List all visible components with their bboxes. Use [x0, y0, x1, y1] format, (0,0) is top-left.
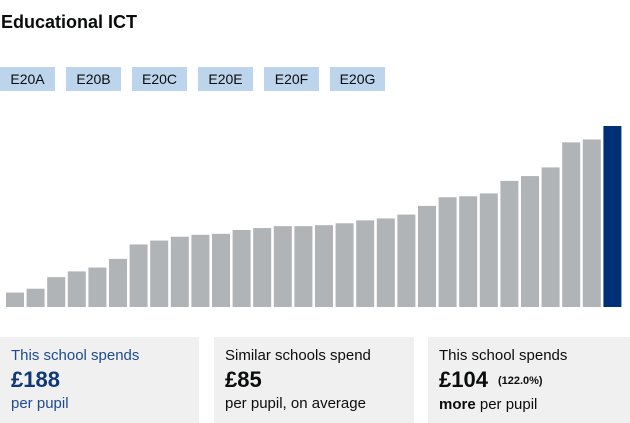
bar — [459, 196, 478, 307]
bar — [253, 228, 272, 307]
card-caption: per pupil, on average — [225, 395, 366, 412]
bar — [232, 229, 251, 307]
bar — [376, 218, 395, 307]
card-label: Similar schools spend — [225, 347, 371, 364]
bar — [582, 139, 601, 307]
bar — [150, 240, 169, 307]
tag-e20e[interactable]: E20E — [198, 67, 253, 91]
spend-bar-chart — [6, 126, 622, 307]
bar-this-school — [603, 126, 622, 307]
card-value-row: £104 (122.0%) — [439, 366, 619, 395]
tag-e20b[interactable]: E20B — [66, 67, 121, 91]
bar — [541, 167, 560, 307]
bar — [88, 267, 107, 307]
bar — [521, 176, 539, 307]
card-label: This school spends — [439, 347, 568, 364]
card-caption-bold: more — [439, 396, 476, 414]
bar — [418, 205, 436, 307]
bar — [294, 226, 313, 307]
card-value: £104 — [439, 367, 488, 392]
tag-e20g[interactable]: E20G — [330, 67, 385, 91]
bar — [129, 244, 148, 307]
card-label: This school spends — [11, 347, 140, 364]
tag-e20f[interactable]: E20F — [264, 67, 319, 91]
bar — [315, 225, 333, 307]
this-school-card: This school spends £188 per pupil — [0, 337, 199, 423]
bar — [500, 180, 519, 307]
bar — [356, 220, 375, 307]
summary-cards: This school spends £188 per pupil Simila… — [0, 337, 630, 423]
tag-e20c[interactable]: E20C — [132, 67, 187, 91]
bar — [562, 142, 581, 307]
bar — [67, 271, 86, 307]
bar — [26, 288, 45, 307]
card-value: £85 — [225, 367, 262, 392]
similar-schools-card: Similar schools spend £85 per pupil, on … — [214, 337, 414, 423]
card-caption: more per pupil — [439, 395, 619, 415]
bar — [47, 277, 66, 307]
page-title: Educational ICT — [1, 12, 138, 32]
card-caption-rest: per pupil — [475, 396, 538, 414]
bar — [479, 193, 498, 307]
bar — [170, 236, 189, 307]
bar — [6, 292, 24, 307]
bar — [438, 197, 457, 307]
card-value: £188 — [11, 367, 60, 392]
difference-card: This school spends £104 (122.0%) more per… — [428, 337, 630, 423]
comparator-tags: E20A E20B E20C E20E E20F E20G — [0, 67, 385, 91]
tag-e20a[interactable]: E20A — [0, 67, 55, 91]
card-percentage: (122.0%) — [497, 375, 543, 388]
bar — [191, 234, 210, 307]
bar — [109, 258, 127, 307]
card-caption: per pupil — [11, 395, 69, 412]
bar — [335, 223, 354, 307]
bar — [273, 226, 292, 307]
bar — [397, 214, 416, 307]
bar — [212, 233, 230, 307]
